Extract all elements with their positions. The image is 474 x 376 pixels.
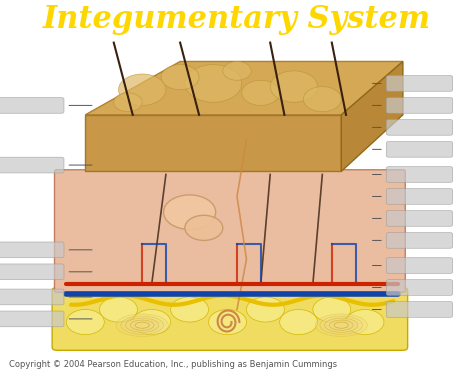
FancyBboxPatch shape	[52, 288, 408, 350]
Ellipse shape	[126, 318, 159, 332]
FancyBboxPatch shape	[386, 258, 453, 273]
Polygon shape	[85, 61, 403, 115]
Circle shape	[133, 309, 171, 335]
Circle shape	[270, 71, 318, 102]
Circle shape	[303, 86, 341, 112]
Circle shape	[66, 309, 104, 335]
Polygon shape	[85, 115, 341, 171]
Ellipse shape	[135, 322, 149, 328]
FancyBboxPatch shape	[0, 97, 64, 113]
FancyBboxPatch shape	[386, 280, 453, 296]
Circle shape	[223, 61, 251, 80]
Ellipse shape	[320, 316, 363, 334]
FancyBboxPatch shape	[386, 141, 453, 157]
FancyBboxPatch shape	[386, 233, 453, 248]
Circle shape	[171, 297, 209, 322]
Circle shape	[242, 80, 280, 105]
Circle shape	[118, 74, 166, 105]
Ellipse shape	[334, 322, 348, 328]
Polygon shape	[341, 61, 403, 171]
Circle shape	[280, 309, 318, 335]
FancyBboxPatch shape	[386, 120, 453, 135]
FancyBboxPatch shape	[386, 302, 453, 317]
Circle shape	[164, 195, 216, 229]
Circle shape	[114, 93, 142, 112]
Ellipse shape	[329, 320, 353, 330]
FancyBboxPatch shape	[386, 211, 453, 226]
Circle shape	[313, 297, 351, 322]
Circle shape	[100, 297, 137, 322]
Circle shape	[246, 297, 284, 322]
FancyBboxPatch shape	[0, 264, 64, 280]
FancyBboxPatch shape	[386, 167, 453, 182]
FancyBboxPatch shape	[0, 242, 64, 258]
Text: Copyright © 2004 Pearson Education, Inc., publishing as Benjamin Cummings: Copyright © 2004 Pearson Education, Inc.…	[9, 360, 337, 369]
Text: Integumentary System: Integumentary System	[43, 4, 431, 35]
Ellipse shape	[116, 314, 168, 337]
Ellipse shape	[130, 320, 154, 330]
Ellipse shape	[315, 314, 367, 337]
FancyBboxPatch shape	[386, 76, 453, 91]
Circle shape	[346, 309, 384, 335]
Ellipse shape	[325, 318, 358, 332]
Ellipse shape	[121, 316, 164, 334]
Circle shape	[209, 309, 246, 335]
FancyBboxPatch shape	[0, 157, 64, 173]
Circle shape	[161, 65, 199, 90]
Circle shape	[185, 65, 242, 102]
FancyBboxPatch shape	[386, 189, 453, 204]
FancyBboxPatch shape	[55, 170, 405, 292]
FancyBboxPatch shape	[386, 97, 453, 113]
FancyBboxPatch shape	[0, 289, 64, 305]
Circle shape	[185, 215, 223, 240]
FancyBboxPatch shape	[0, 311, 64, 327]
